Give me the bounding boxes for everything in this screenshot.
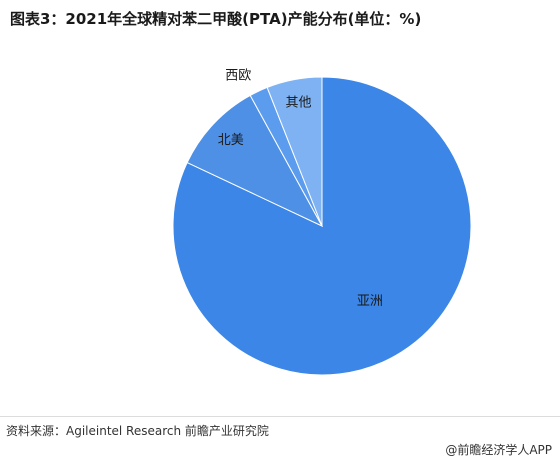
- pie-slice-3: [266, 76, 323, 227]
- slice-label-1: 北美: [218, 133, 244, 148]
- pie-slice-1: [186, 94, 324, 228]
- credit-note: @前瞻经济学人APP: [445, 443, 552, 457]
- chart-title: 图表3：2021年全球精对苯二甲酸(PTA)产能分布(单位：%): [10, 10, 422, 28]
- slice-label-2: 西欧: [225, 69, 251, 84]
- slice-label-3: 其他: [286, 96, 312, 111]
- footer: 资料来源：Agileintel Research 前瞻产业研究院 @前瞻经济学人…: [0, 416, 560, 461]
- slice-label-0: 亚洲: [357, 294, 383, 309]
- source-note: 资料来源：Agileintel Research 前瞻产业研究院: [6, 424, 269, 438]
